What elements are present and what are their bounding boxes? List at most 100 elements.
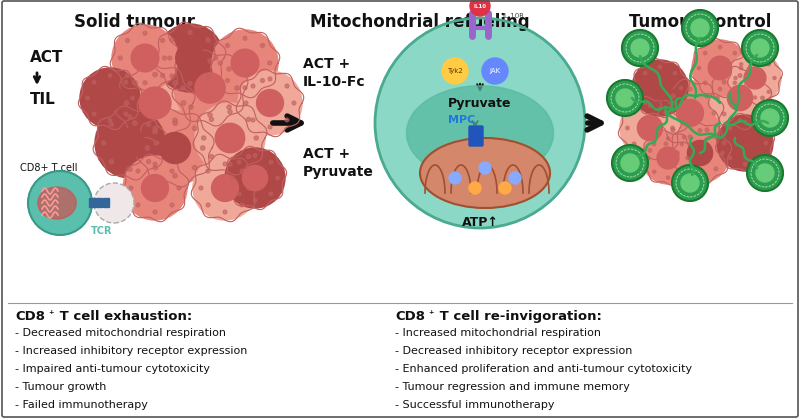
Circle shape bbox=[722, 112, 726, 116]
Circle shape bbox=[102, 141, 106, 145]
Circle shape bbox=[228, 162, 232, 166]
Circle shape bbox=[133, 81, 137, 85]
Text: JAK: JAK bbox=[490, 68, 501, 74]
Circle shape bbox=[722, 80, 726, 84]
Circle shape bbox=[211, 175, 238, 201]
Circle shape bbox=[115, 128, 145, 158]
Circle shape bbox=[244, 101, 248, 105]
Circle shape bbox=[268, 125, 272, 129]
Circle shape bbox=[206, 74, 210, 78]
Circle shape bbox=[686, 156, 689, 160]
Circle shape bbox=[215, 123, 245, 153]
Circle shape bbox=[124, 112, 128, 116]
Text: Pyruvate: Pyruvate bbox=[448, 97, 512, 110]
Circle shape bbox=[721, 151, 724, 155]
Circle shape bbox=[173, 121, 178, 125]
Circle shape bbox=[238, 160, 241, 164]
Circle shape bbox=[666, 137, 670, 140]
Circle shape bbox=[146, 122, 150, 127]
Circle shape bbox=[744, 67, 766, 89]
Circle shape bbox=[658, 81, 722, 145]
Circle shape bbox=[733, 51, 737, 55]
Circle shape bbox=[181, 86, 185, 90]
Circle shape bbox=[242, 166, 267, 191]
Circle shape bbox=[129, 186, 133, 190]
Circle shape bbox=[126, 74, 130, 77]
Circle shape bbox=[722, 141, 726, 145]
Circle shape bbox=[718, 87, 722, 91]
Circle shape bbox=[254, 136, 258, 140]
Circle shape bbox=[108, 74, 112, 77]
Circle shape bbox=[139, 87, 171, 119]
Text: TCR: TCR bbox=[91, 226, 113, 236]
Circle shape bbox=[133, 121, 137, 125]
Circle shape bbox=[153, 129, 158, 134]
Circle shape bbox=[153, 126, 158, 130]
Text: - Increased mitochondrial respiration: - Increased mitochondrial respiration bbox=[395, 328, 601, 338]
Circle shape bbox=[174, 52, 246, 124]
Circle shape bbox=[658, 65, 662, 69]
Circle shape bbox=[754, 57, 757, 60]
Ellipse shape bbox=[420, 138, 550, 208]
Circle shape bbox=[743, 120, 746, 124]
Text: Tyk2: Tyk2 bbox=[447, 68, 463, 74]
Circle shape bbox=[145, 146, 150, 150]
Circle shape bbox=[677, 99, 703, 126]
Circle shape bbox=[206, 203, 210, 207]
Circle shape bbox=[638, 115, 662, 140]
Circle shape bbox=[243, 36, 247, 40]
Circle shape bbox=[130, 96, 134, 100]
Text: Mitochondrial refueling: Mitochondrial refueling bbox=[310, 13, 530, 31]
Circle shape bbox=[680, 170, 683, 173]
Circle shape bbox=[653, 143, 656, 146]
Circle shape bbox=[170, 169, 174, 173]
Circle shape bbox=[703, 81, 707, 84]
Circle shape bbox=[688, 135, 692, 139]
Circle shape bbox=[734, 131, 757, 155]
Circle shape bbox=[110, 122, 114, 127]
Circle shape bbox=[621, 154, 639, 172]
Circle shape bbox=[626, 126, 630, 130]
Circle shape bbox=[664, 110, 668, 114]
Circle shape bbox=[469, 182, 481, 194]
Circle shape bbox=[117, 65, 193, 141]
Circle shape bbox=[687, 140, 713, 166]
FancyBboxPatch shape bbox=[469, 126, 483, 146]
Circle shape bbox=[738, 119, 742, 122]
Circle shape bbox=[159, 133, 190, 163]
Circle shape bbox=[680, 143, 683, 146]
Text: ACT: ACT bbox=[30, 51, 63, 66]
Circle shape bbox=[632, 142, 636, 146]
Circle shape bbox=[112, 25, 178, 91]
Circle shape bbox=[154, 141, 158, 145]
Circle shape bbox=[375, 18, 585, 228]
Circle shape bbox=[632, 110, 636, 114]
Circle shape bbox=[705, 94, 709, 98]
Circle shape bbox=[673, 101, 677, 104]
Circle shape bbox=[231, 49, 259, 77]
Circle shape bbox=[754, 96, 757, 99]
Text: T cell re-invigoration:: T cell re-invigoration: bbox=[435, 310, 602, 323]
Circle shape bbox=[764, 141, 768, 145]
Circle shape bbox=[643, 101, 647, 104]
Circle shape bbox=[153, 210, 157, 214]
Circle shape bbox=[176, 44, 204, 72]
Circle shape bbox=[108, 119, 112, 122]
Circle shape bbox=[682, 167, 686, 171]
Ellipse shape bbox=[406, 86, 554, 180]
Circle shape bbox=[708, 56, 732, 80]
Circle shape bbox=[146, 159, 150, 164]
Circle shape bbox=[758, 156, 762, 160]
Circle shape bbox=[170, 203, 174, 207]
Circle shape bbox=[679, 87, 682, 90]
Circle shape bbox=[206, 169, 210, 173]
Circle shape bbox=[136, 169, 140, 173]
Circle shape bbox=[138, 111, 212, 185]
Circle shape bbox=[499, 182, 511, 194]
Circle shape bbox=[285, 84, 289, 88]
Circle shape bbox=[80, 68, 140, 128]
Circle shape bbox=[173, 118, 178, 122]
Circle shape bbox=[227, 105, 231, 109]
Circle shape bbox=[98, 85, 122, 111]
Circle shape bbox=[743, 162, 746, 166]
